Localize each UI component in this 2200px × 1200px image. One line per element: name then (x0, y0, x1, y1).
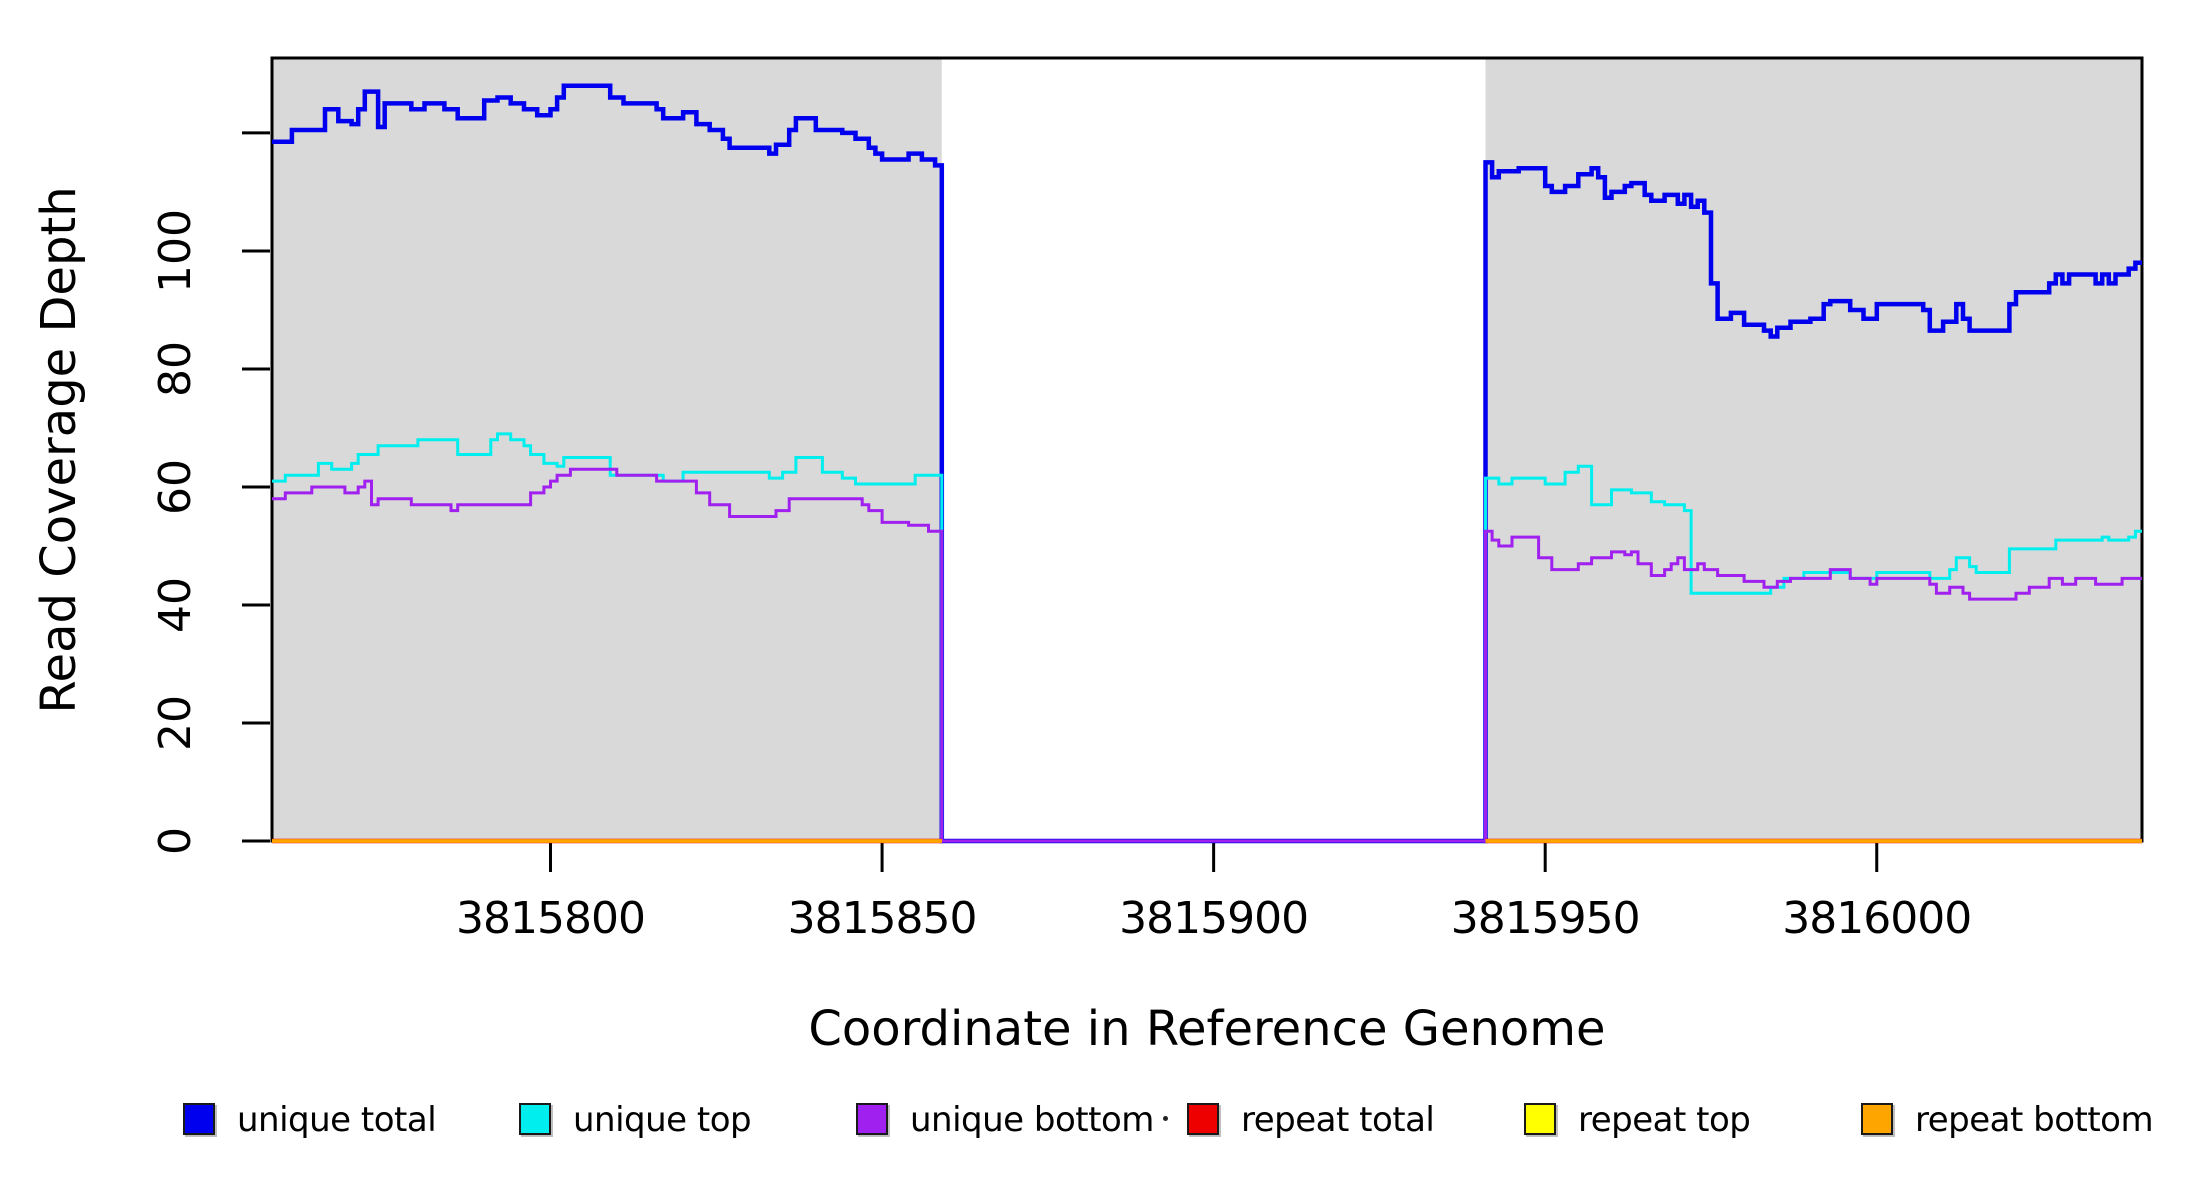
y-tick-label: 60 (150, 459, 201, 515)
y-tick-label: 20 (150, 695, 201, 751)
y-tick-label: 80 (150, 341, 201, 397)
y-axis-title: Read Coverage Depth (31, 186, 87, 713)
y-tick-label: 40 (150, 577, 201, 633)
x-axis-title: Coordinate in Reference Genome (808, 1001, 1605, 1057)
x-tick-label: 3816000 (1782, 893, 1971, 944)
series-unique-bottom (272, 467, 2142, 843)
series-unique-total (272, 83, 2142, 844)
y-tick-label: 100 (150, 209, 201, 293)
y-tick-label: 0 (150, 827, 201, 855)
shaded-region (272, 58, 942, 841)
x-tick-label: 3815950 (1451, 893, 1640, 944)
x-tick-label: 3815800 (456, 893, 645, 944)
series-unique-top (272, 432, 2142, 843)
x-tick-label: 3815900 (1119, 893, 1308, 944)
stray-dot (1163, 1116, 1168, 1121)
x-tick-label: 3815850 (788, 893, 977, 944)
shaded-region (1485, 58, 2142, 841)
